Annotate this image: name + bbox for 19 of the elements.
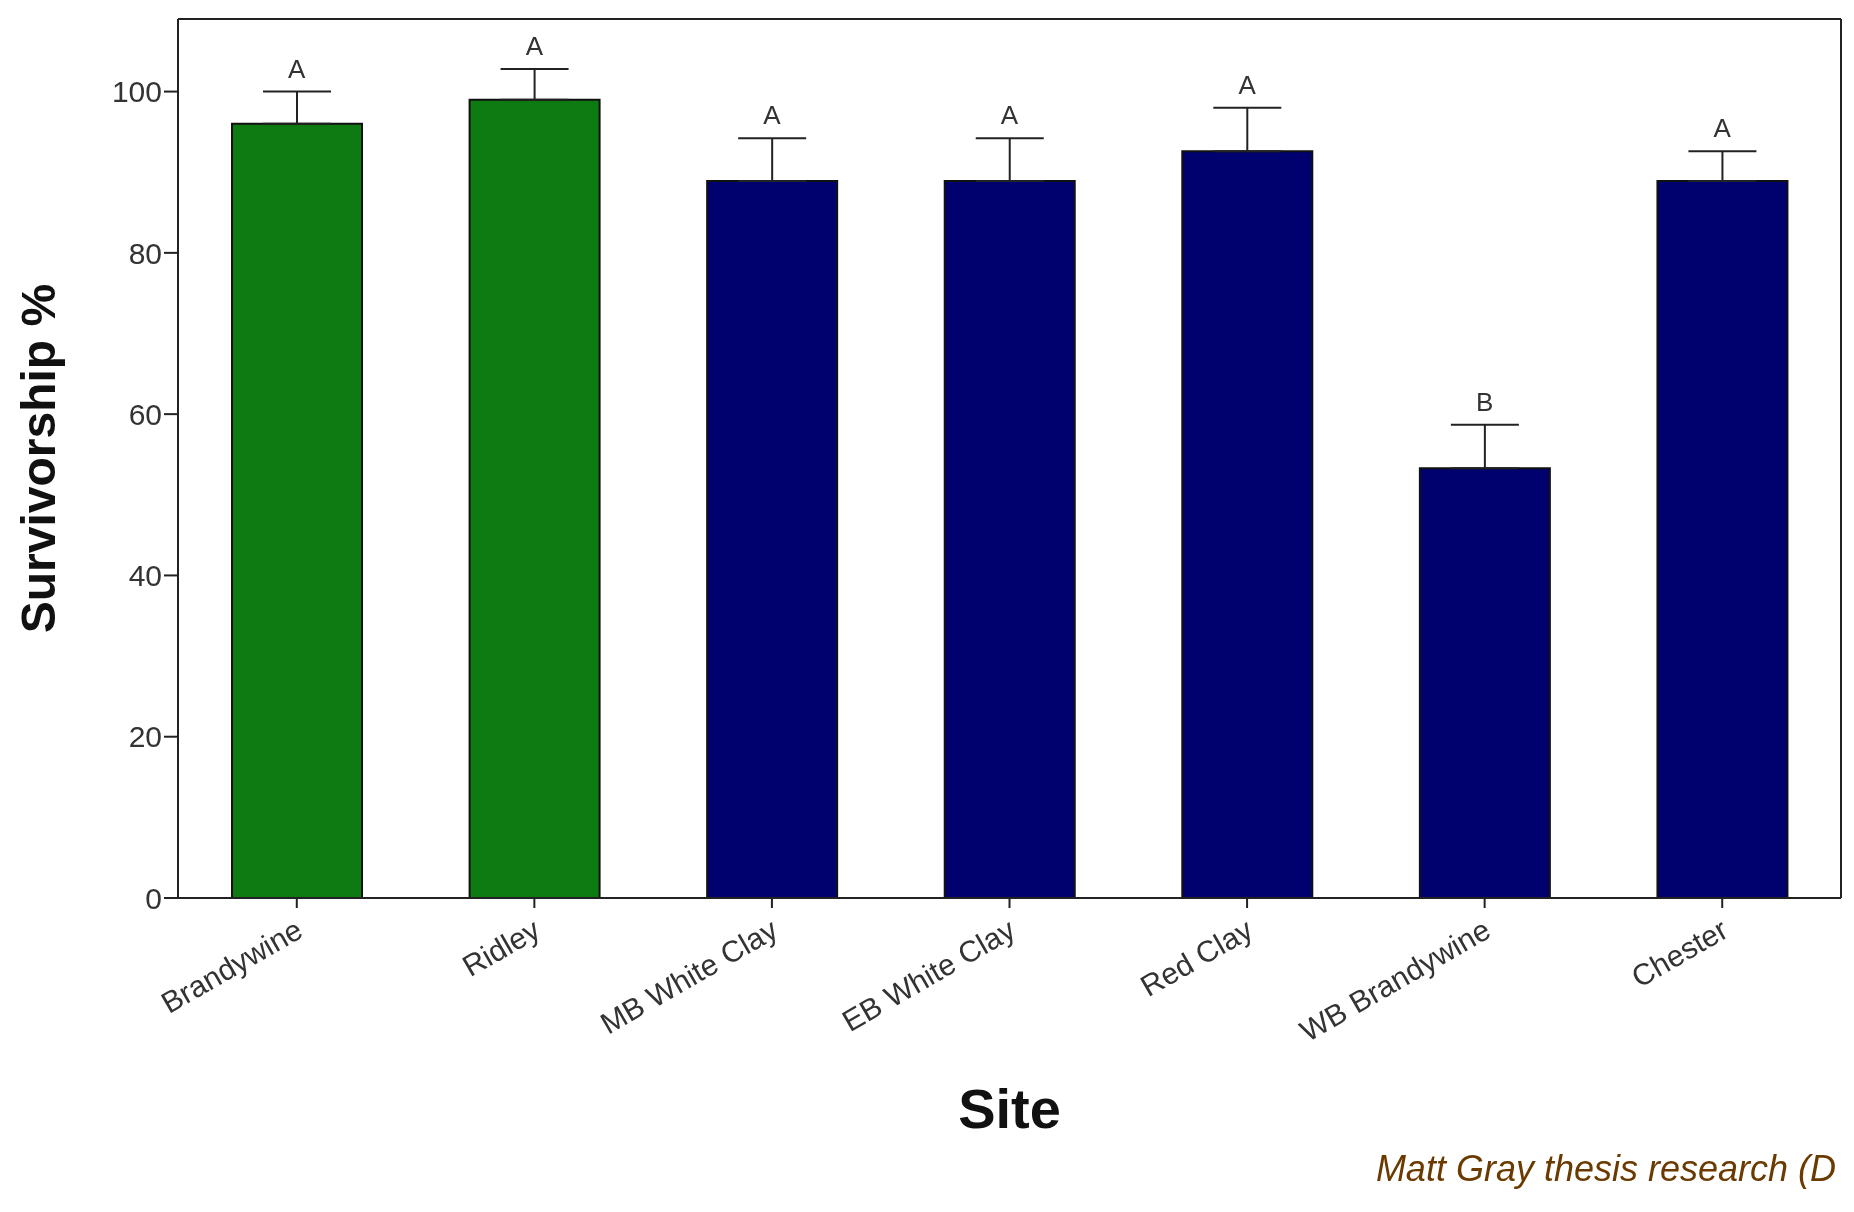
x-axis-title: Site <box>958 1077 1061 1140</box>
y-tick-label: 20 <box>128 720 162 754</box>
y-tick-label: 80 <box>128 236 162 270</box>
y-tick-label: 60 <box>128 397 162 431</box>
x-tick-label: Red Clay <box>1134 912 1259 1003</box>
x-tick-label: MB White Clay <box>594 912 783 1041</box>
y-tick-label: 100 <box>111 75 162 109</box>
x-tick-label: EB White Clay <box>836 912 1021 1038</box>
annotation: A <box>525 30 544 61</box>
y-axis-title: Survivorship % <box>12 283 66 634</box>
annotation: A <box>1238 69 1257 100</box>
annotation: A <box>288 53 307 84</box>
text: Matt Gray thesis research (D <box>1375 1148 1836 1190</box>
annotation: B <box>1475 386 1494 417</box>
annotation: A <box>763 100 782 131</box>
annotation: A <box>1713 113 1732 144</box>
y-tick-label: 0 <box>145 881 162 915</box>
y-tick-label: 40 <box>128 559 162 593</box>
annotation: A <box>1000 100 1019 131</box>
